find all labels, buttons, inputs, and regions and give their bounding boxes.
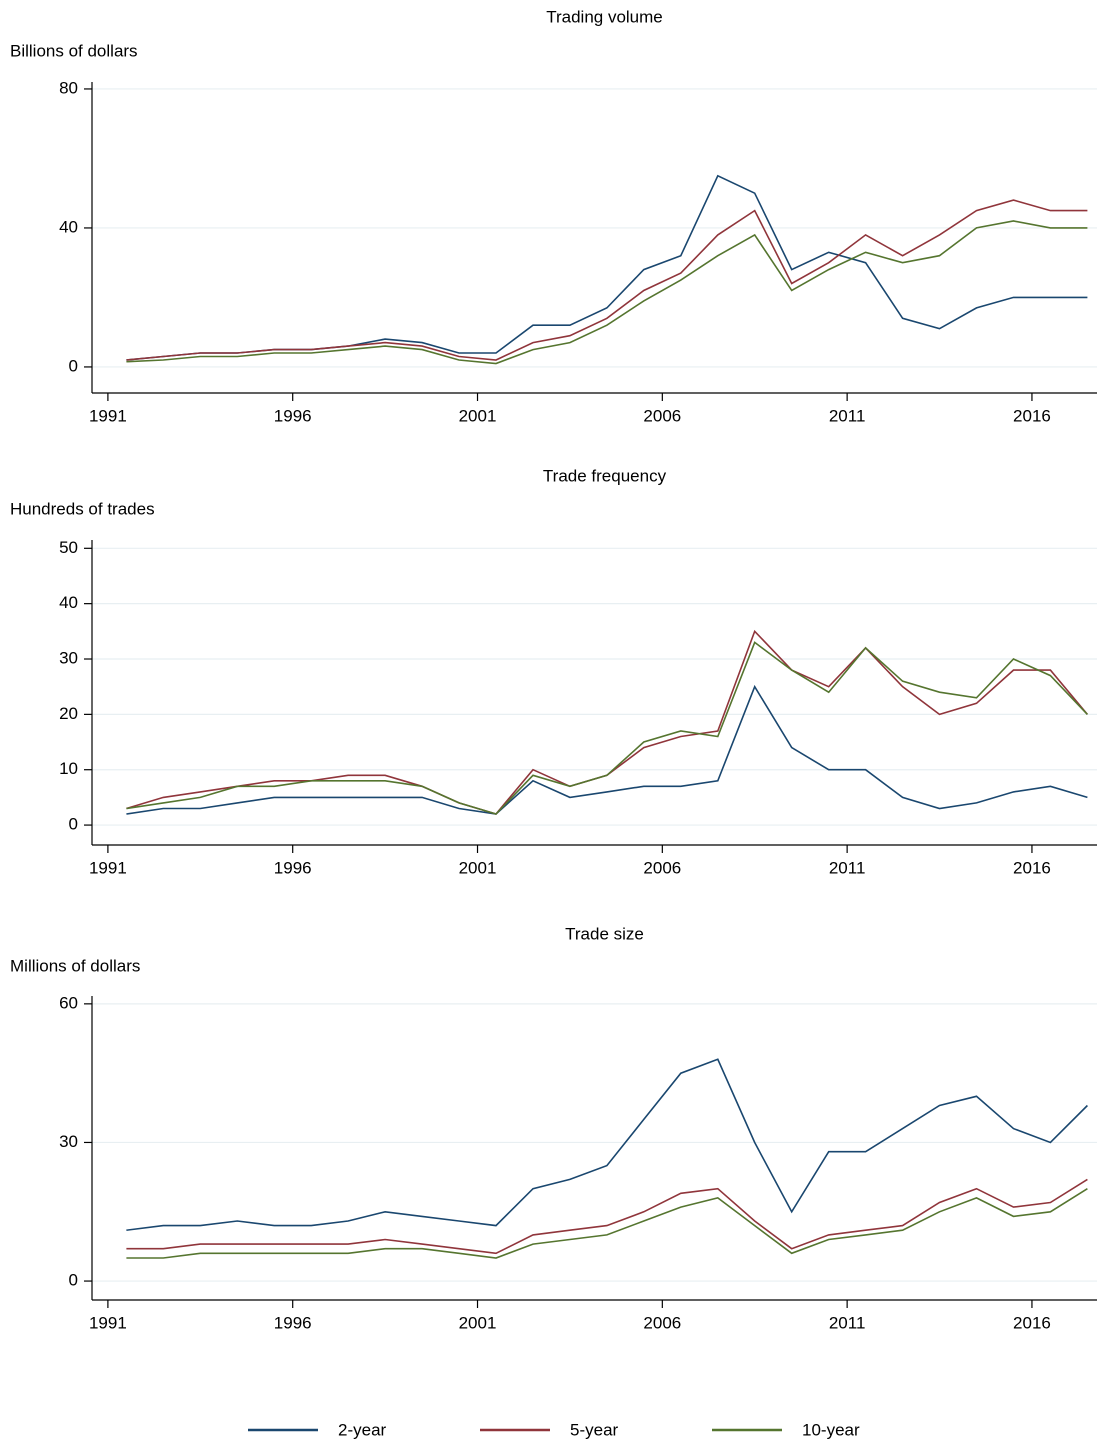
y-tick-label: 30 [59,648,78,667]
x-tick-label: 1991 [89,1313,127,1332]
series-line [126,174,1088,361]
chart-title: Trading volume [546,7,663,26]
series-line [126,1188,1088,1259]
x-tick-label: 2006 [643,1313,681,1332]
x-tick-label: 1996 [274,1313,312,1332]
x-tick-label: 2001 [459,858,497,877]
y-tick-label: 40 [59,593,78,612]
x-tick-label: 2016 [1013,406,1051,425]
chart-title: Trade size [565,924,644,943]
y-tick-label: 40 [59,217,78,236]
x-tick-label: 2006 [643,406,681,425]
y-tick-label: 80 [59,78,78,97]
x-tick-label: 2001 [459,1313,497,1332]
x-tick-label: 2001 [459,406,497,425]
legend-label: 10-year [802,1420,860,1439]
y-tick-label: 0 [69,356,78,375]
x-tick-label: 1996 [274,858,312,877]
legend-label: 2-year [338,1420,387,1439]
x-tick-label: 2011 [829,1313,866,1332]
x-tick-label: 2006 [643,858,681,877]
y-tick-label: 30 [59,1132,78,1151]
series-line [126,641,1088,815]
x-tick-label: 2011 [829,406,866,425]
series-line [126,1178,1088,1255]
x-tick-label: 1996 [274,406,312,425]
x-tick-label: 2011 [829,858,866,877]
legend-label: 5-year [570,1420,619,1439]
y-tick-label: 50 [59,538,78,557]
y-tick-label: 0 [69,1271,78,1290]
y-axis-label: Millions of dollars [10,956,140,975]
x-tick-label: 1991 [89,406,127,425]
y-tick-label: 60 [59,993,78,1012]
y-tick-label: 20 [59,704,78,723]
series-line [126,220,1088,365]
y-tick-label: 0 [69,815,78,834]
y-axis-label: Billions of dollars [10,41,138,60]
series-line [126,1058,1088,1231]
series-line [126,684,1088,815]
series-line [126,199,1088,361]
y-tick-label: 10 [59,759,78,778]
x-tick-label: 2016 [1013,858,1051,877]
x-tick-label: 1991 [89,858,127,877]
y-axis-label: Hundreds of trades [10,499,155,518]
x-tick-label: 2016 [1013,1313,1051,1332]
chart-title: Trade frequency [543,466,667,485]
